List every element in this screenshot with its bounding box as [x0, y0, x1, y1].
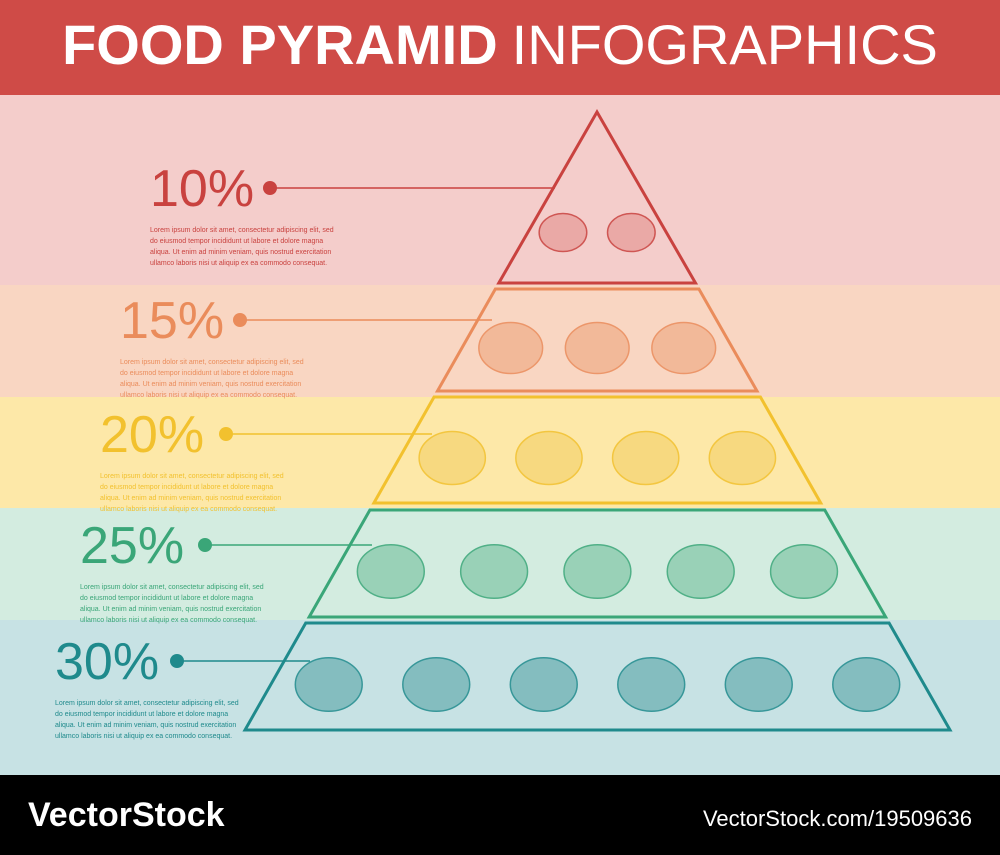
percent-label: 30% [55, 633, 159, 691]
description-line: ullamco laboris nisi ut aliquip ex ea co… [120, 392, 297, 399]
description-line: ullamco laboris nisi ut aliquip ex ea co… [80, 617, 257, 624]
description-line: aliqua. Ut enim ad minim veniam, quis no… [80, 606, 261, 613]
pyramid-tier [496, 108, 699, 285]
description-line: Lorem ipsum dolor sit amet, consectetur … [120, 359, 304, 366]
description-line: Lorem ipsum dolor sit amet, consectetur … [100, 473, 284, 480]
food-icon [724, 657, 793, 712]
percent-label: 15% [120, 292, 224, 350]
food-icon [459, 544, 529, 599]
food-icon [832, 657, 901, 712]
food-icon [617, 657, 686, 712]
footer-bar [0, 775, 1000, 855]
description-line: do eiusmod tempor incididunt ut labore e… [100, 484, 273, 491]
food-icon [515, 430, 583, 486]
food-icon [356, 544, 425, 599]
band [0, 95, 1000, 285]
food-icon [708, 430, 777, 486]
food-icon [666, 544, 735, 599]
food-icon [418, 430, 487, 486]
food-icon [563, 544, 632, 599]
description-line: ullamco laboris nisi ut aliquip ex ea co… [100, 506, 277, 513]
description-line: ullamco laboris nisi ut aliquip ex ea co… [150, 260, 327, 267]
connector-dot [219, 427, 233, 441]
food-icon [294, 657, 363, 712]
title-bold: FOOD PYRAMID [62, 13, 498, 76]
percent-label: 10% [150, 160, 254, 218]
pyramid-tier [434, 287, 760, 393]
description-line: Lorem ipsum dolor sit amet, consectetur … [80, 584, 264, 591]
description-line: aliqua. Ut enim ad minim veniam, quis no… [120, 381, 301, 388]
title: FOOD PYRAMID INFOGRAPHICS [62, 13, 938, 76]
pyramid-tier [371, 395, 824, 505]
connector-dot [198, 538, 212, 552]
food-icon [402, 657, 471, 712]
description-line: Lorem ipsum dolor sit amet, consectetur … [55, 700, 239, 707]
food-icon [564, 321, 630, 375]
description-line: do eiusmod tempor incididunt ut labore e… [150, 238, 323, 245]
description-line: do eiusmod tempor incididunt ut labore e… [80, 595, 253, 602]
pyramid [242, 108, 953, 732]
labels: 10% Lorem ipsum dolor sit amet, consectet… [55, 160, 555, 740]
pyramid-tier [306, 508, 889, 619]
band [0, 397, 1000, 508]
title-light: INFOGRAPHICS [512, 13, 938, 76]
header-bar [0, 0, 1000, 95]
description-line: do eiusmod tempor incididunt ut labore e… [120, 370, 293, 377]
food-icon [606, 212, 656, 253]
food-icon [769, 544, 839, 599]
description-line: aliqua. Ut enim ad minim veniam, quis no… [100, 495, 281, 502]
footer-brand: VectorStock [28, 796, 225, 834]
connector-dot [170, 654, 184, 668]
description-line: aliqua. Ut enim ad minim veniam, quis no… [150, 249, 331, 256]
footer-id: VectorStock.com/19509636 [703, 806, 972, 831]
description-line: Lorem ipsum dolor sit amet, consectetur … [150, 227, 334, 234]
description-line: ullamco laboris nisi ut aliquip ex ea co… [55, 733, 232, 740]
connector-dot [233, 313, 247, 327]
band [0, 620, 1000, 775]
pyramid-tier [242, 621, 953, 732]
food-icon [509, 657, 578, 712]
percent-label: 20% [100, 406, 204, 464]
food-icon [478, 321, 544, 375]
connector-dot [263, 181, 277, 195]
description-line: do eiusmod tempor incididunt ut labore e… [55, 711, 228, 718]
description-line: aliqua. Ut enim ad minim veniam, quis no… [55, 722, 236, 729]
food-icon [538, 212, 588, 253]
food-icon [651, 321, 717, 375]
food-icon [611, 430, 680, 486]
percent-label: 25% [80, 517, 184, 575]
